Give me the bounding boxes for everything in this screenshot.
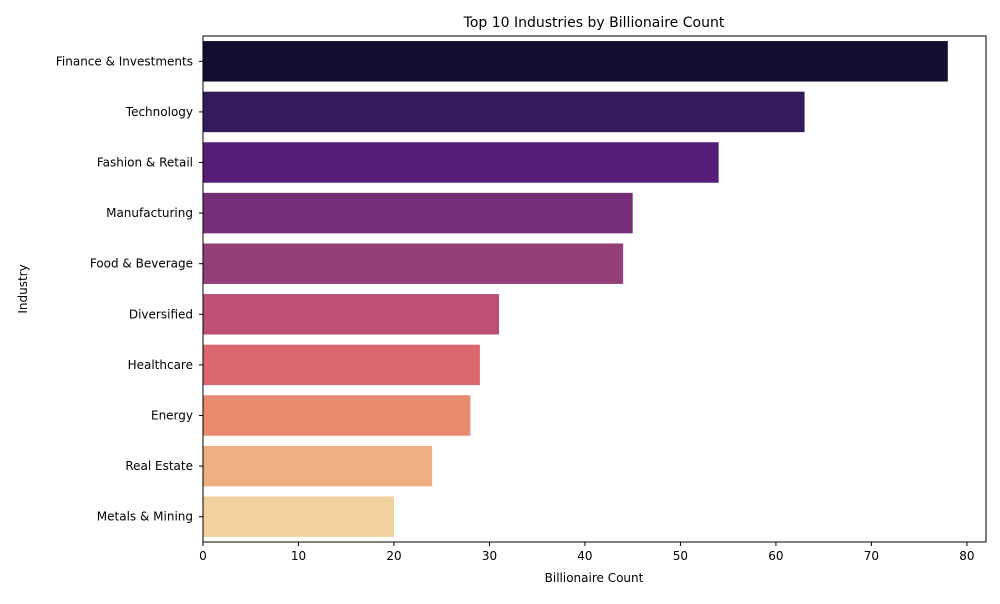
- bar-fashion-retail: [203, 142, 719, 183]
- y-tick-label: Technology: [125, 105, 193, 119]
- x-tick-label: 0: [199, 549, 207, 563]
- bar-technology: [203, 91, 805, 133]
- bar-diversified: [203, 294, 500, 335]
- y-tick-label: Manufacturing: [106, 206, 193, 220]
- x-tick-label: 80: [959, 549, 974, 563]
- bar-metals-mining: [203, 496, 394, 537]
- x-tick-label: 20: [386, 549, 401, 563]
- x-axis-label: Billionaire Count: [545, 571, 644, 585]
- bar-healthcare: [203, 344, 480, 386]
- y-tick-label: Healthcare: [128, 358, 193, 372]
- y-tick-label: Energy: [151, 409, 193, 423]
- y-axis: Finance & Investments Technology Fashion &…: [56, 54, 203, 524]
- x-tick-label: 50: [673, 549, 688, 563]
- y-tick-label: Metals & Mining: [97, 510, 193, 524]
- y-axis-label: Industry: [16, 264, 30, 313]
- bar-finance-investments: [203, 41, 948, 82]
- bar-energy: [203, 395, 471, 436]
- y-tick-label: Finance & Investments: [56, 54, 193, 68]
- plot-frame: [202, 35, 987, 543]
- y-tick-label: Diversified: [129, 307, 193, 321]
- bar-manufacturing: [203, 192, 633, 234]
- x-tick-label: 10: [291, 549, 306, 563]
- bars-group: [203, 41, 948, 537]
- y-tick-label: Fashion & Retail: [97, 156, 193, 170]
- x-axis: 0 10 20 30 40 50 60 70 80: [199, 542, 975, 563]
- bar-food-beverage: [203, 243, 624, 284]
- x-tick-label: 40: [577, 549, 592, 563]
- x-tick-label: 30: [482, 549, 497, 563]
- bar-real-estate: [203, 445, 433, 487]
- chart-title: Top 10 Industries by Billionaire Count: [463, 15, 725, 31]
- x-tick-label: 70: [864, 549, 879, 563]
- y-tick-label: Food & Beverage: [90, 257, 193, 271]
- y-tick-label: Real Estate: [125, 459, 193, 473]
- x-tick-label: 60: [768, 549, 783, 563]
